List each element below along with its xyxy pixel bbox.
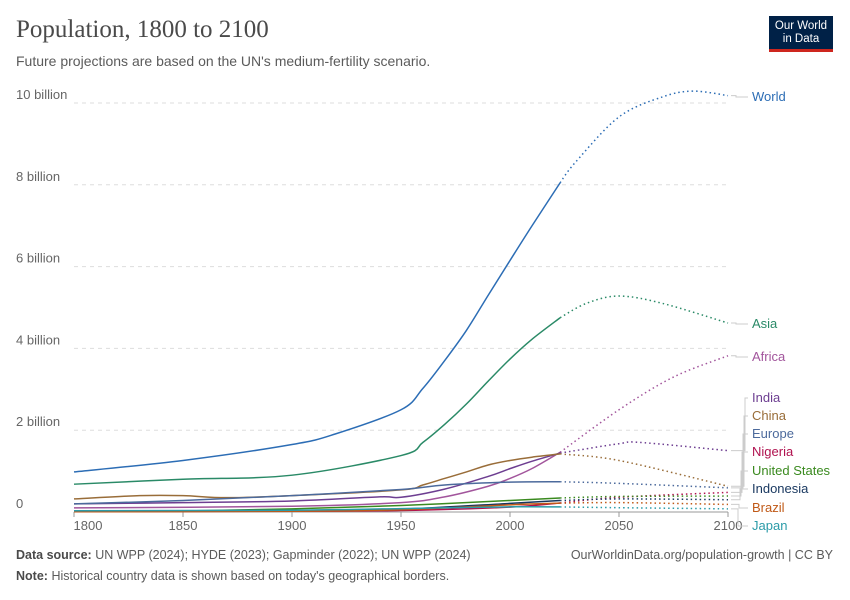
- series-line-brazil: [73, 502, 561, 513]
- y-tick-label: 8 billion: [16, 169, 60, 184]
- series-label-japan: Japan: [752, 518, 787, 533]
- series-label-india: India: [752, 390, 781, 405]
- label-connector: [731, 451, 748, 493]
- series-label-china: China: [752, 408, 787, 423]
- owid-logo[interactable]: Our World in Data: [769, 16, 833, 52]
- label-connector: [731, 415, 748, 487]
- projection-line-india: [560, 441, 729, 454]
- x-tick-label: 1950: [387, 518, 416, 533]
- y-tick-label: 2 billion: [16, 414, 60, 429]
- series-label-europe: Europe: [752, 426, 794, 441]
- data-source: Data source: UN WPP (2024); HYDE (2023);…: [16, 548, 471, 562]
- projection-line-china: [560, 453, 729, 487]
- series-line-africa: [73, 451, 561, 509]
- label-connector: [731, 433, 748, 489]
- series-label-nigeria: Nigeria: [752, 444, 794, 459]
- series-label-africa: Africa: [752, 349, 786, 364]
- series-label-indonesia: Indonesia: [752, 481, 809, 496]
- series-line-japan: [73, 505, 561, 512]
- projection-line-asia: [559, 295, 729, 324]
- y-tick-label: 10 billion: [16, 87, 67, 102]
- source-text[interactable]: UN WPP (2024); HYDE (2023); Gapminder (2…: [95, 548, 471, 562]
- label-connector: [731, 95, 748, 98]
- projection-line-world: [559, 90, 729, 184]
- chart-subtitle: Future projections are based on the UN's…: [16, 53, 431, 69]
- label-connector: [731, 355, 748, 358]
- x-tick-label: 1900: [278, 518, 307, 533]
- label-connector: [731, 397, 748, 452]
- projection-line-africa: [559, 355, 729, 453]
- series-label-united-states: United States: [752, 463, 831, 478]
- series-label-world: World: [752, 89, 786, 104]
- series-line-india: [73, 452, 561, 505]
- label-connector: [731, 488, 748, 501]
- note-text: Historical country data is shown based o…: [51, 569, 450, 583]
- label-connector: [731, 508, 748, 527]
- y-tick-label: 0: [16, 496, 23, 511]
- projection-line-indonesia: [560, 498, 729, 502]
- projection-line-united-states: [560, 495, 729, 499]
- series-line-europe: [73, 480, 561, 505]
- source-url[interactable]: OurWorldinData.org/population-growth | C…: [570, 548, 833, 562]
- label-connector: [731, 503, 748, 509]
- projection-line-brazil: [560, 501, 729, 506]
- series-line-asia: [73, 317, 561, 485]
- note-label: Note:: [16, 569, 48, 583]
- y-tick-label: 4 billion: [16, 332, 60, 347]
- series-line-world: [73, 182, 561, 473]
- y-tick-label: 6 billion: [16, 251, 60, 266]
- chart-title: Population, 1800 to 2100: [16, 16, 269, 43]
- projection-line-japan: [560, 506, 729, 510]
- x-tick-label: 2100: [714, 518, 743, 533]
- source-label: Data source:: [16, 548, 92, 562]
- x-tick-label: 1850: [169, 518, 198, 533]
- series-label-asia: Asia: [752, 316, 778, 331]
- series-label-brazil: Brazil: [752, 500, 785, 515]
- x-tick-label: 2000: [496, 518, 525, 533]
- projection-line-nigeria: [560, 491, 729, 504]
- label-connector: [731, 470, 748, 497]
- note: Note: Historical country data is shown b…: [16, 569, 449, 583]
- x-tick-label: 2050: [605, 518, 634, 533]
- label-connector: [731, 322, 748, 325]
- projection-line-europe: [560, 480, 729, 489]
- series-line-china: [73, 453, 561, 500]
- x-tick-label: 1800: [74, 518, 103, 533]
